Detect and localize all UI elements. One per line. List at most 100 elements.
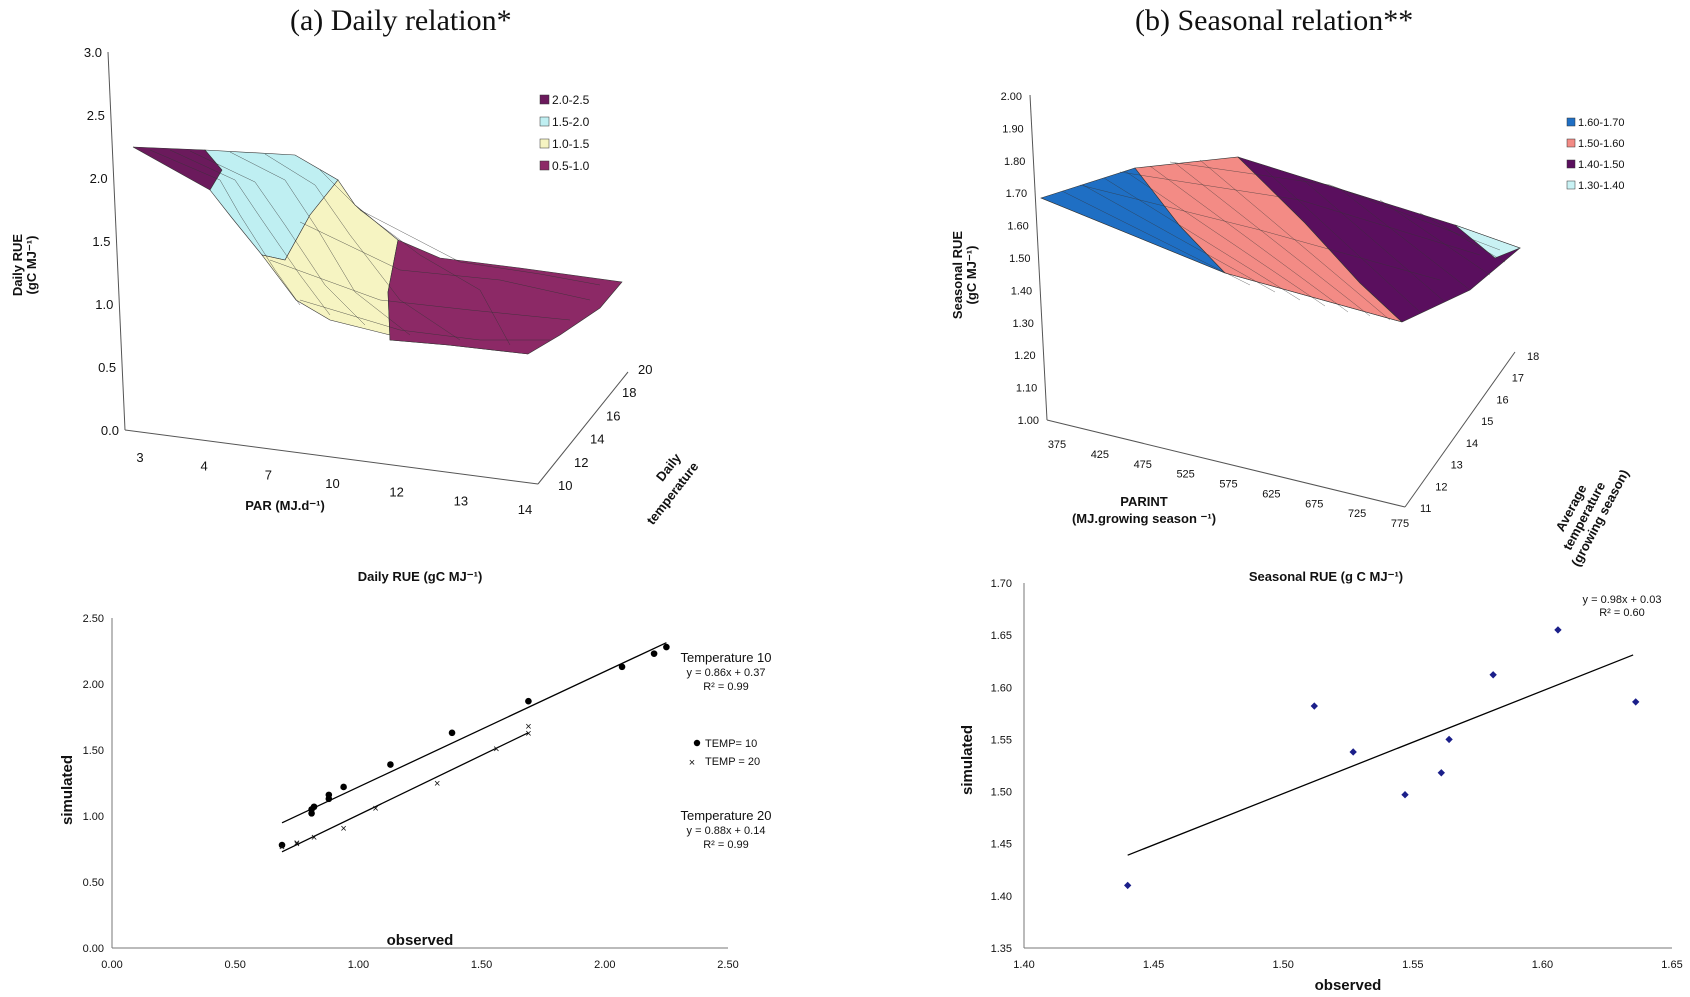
- daily-z-label-unit: (gC MJ⁻¹): [24, 236, 39, 295]
- data-point-temp-10: [387, 761, 394, 768]
- daily-x-tick: 7: [265, 467, 272, 482]
- seasonal-y-tick: 11: [1420, 503, 1431, 515]
- daily-z-tick: 1.0: [95, 297, 113, 312]
- seasonal-mesh: [1040, 159, 1506, 323]
- seasonal-scatter-points: [1124, 626, 1640, 890]
- legend-label-temp-20: TEMP = 20: [705, 756, 760, 768]
- data-point-seasonal: [1554, 626, 1562, 634]
- seasonal-scatter-y-tick: 1.35: [991, 943, 1012, 955]
- seasonal-z-tick: 1.60: [1007, 221, 1028, 233]
- seasonal-surface: [1040, 156, 1521, 323]
- daily-surface-chart: [107, 51, 629, 485]
- data-point-temp-20: ×: [493, 744, 499, 756]
- daily-y-axis: [537, 371, 629, 485]
- data-point-seasonal: [1437, 769, 1445, 777]
- seasonal-scatter-y-label: simulated: [959, 725, 976, 795]
- seasonal-y-tick: 13: [1451, 460, 1463, 472]
- fit-line-temp-20: [281, 732, 529, 853]
- data-point-seasonal: [1124, 881, 1132, 890]
- daily-z-tick: 0.0: [101, 423, 119, 438]
- daily-surface: [132, 146, 623, 355]
- daily-x-tick: 3: [136, 450, 143, 465]
- data-point-temp-20: ×: [311, 832, 317, 844]
- seasonal-scatter-y-tick: 1.70: [991, 578, 1012, 590]
- seasonal-z-tick: 1.90: [1002, 123, 1023, 135]
- seasonal-y-tick: 16: [1496, 394, 1508, 406]
- daily-y-tick: 20: [638, 362, 652, 377]
- data-point-temp-10: [448, 729, 456, 737]
- daily-scatter-x-tick: 2.00: [594, 959, 615, 971]
- annotation-r2-temp-20: R² = 0.99: [703, 839, 749, 851]
- seasonal-y-tick: 18: [1527, 351, 1539, 363]
- daily-scatter-x-tick: 0.00: [101, 959, 122, 971]
- daily-legend-swatch: [539, 116, 550, 127]
- seasonal-scatter-x-tick: 1.55: [1402, 959, 1423, 971]
- data-point-temp-10: [310, 803, 318, 811]
- daily-legend-label: 1.0-1.5: [552, 137, 590, 151]
- daily-x-tick: 12: [389, 485, 403, 500]
- seasonal-z-axis: [1029, 94, 1048, 421]
- panel-a-title: (a) Daily relation*: [290, 4, 512, 37]
- seasonal-z-tick: 1.40: [1011, 285, 1032, 297]
- daily-scatter-y-tick: 2.00: [83, 679, 104, 691]
- seasonal-x-tick: 525: [1176, 469, 1194, 481]
- daily-legend-label: 0.5-1.0: [552, 159, 590, 173]
- daily-x-axis: [124, 429, 539, 485]
- annotation-eq-temp-20: y = 0.88x + 0.14: [687, 825, 766, 837]
- daily-x-tick: 14: [518, 502, 532, 517]
- seasonal-legend-label: 1.60-1.70: [1578, 117, 1624, 129]
- legend-marker-temp-20: ×: [689, 757, 695, 769]
- data-point-temp-20: ×: [294, 839, 300, 851]
- seasonal-scatter-x-tick: 1.60: [1532, 959, 1553, 971]
- daily-z-tick: 1.5: [92, 234, 110, 249]
- data-point-seasonal: [1401, 791, 1409, 799]
- surface-region-0.5-1.0: [387, 239, 623, 355]
- data-point-temp-20: ×: [294, 837, 300, 849]
- seasonal-legend-swatch: [1566, 180, 1576, 190]
- legend-label-temp-10: TEMP= 10: [705, 738, 757, 750]
- seasonal-fit-r2: R² = 0.60: [1599, 607, 1645, 619]
- annotation-r2-temp-10: R² = 0.99: [703, 681, 749, 693]
- data-point-temp-10: [663, 643, 670, 651]
- seasonal-scatter-x-tick: 1.65: [1661, 959, 1682, 971]
- daily-scatter-y-tick: 1.00: [83, 811, 104, 823]
- data-point-temp-20: ×: [434, 778, 440, 790]
- data-point-temp-20: ×: [340, 823, 346, 835]
- data-point-temp-10: [618, 663, 626, 671]
- daily-x-label: PAR (MJ.d⁻¹): [245, 498, 325, 513]
- seasonal-x-tick: 625: [1262, 488, 1280, 500]
- seasonal-scatter-x-label: observed: [1315, 977, 1382, 994]
- seasonal-z-label: Seasonal RUE: [950, 231, 965, 319]
- seasonal-scatter-y-tick: 1.45: [991, 839, 1012, 851]
- daily-x-tick: 13: [454, 493, 468, 508]
- seasonal-fit-equation: y = 0.98x + 0.03: [1583, 594, 1662, 606]
- panel-b-title: (b) Seasonal relation**: [1135, 4, 1414, 37]
- daily-z-tick: 0.5: [98, 360, 116, 375]
- daily-scatter-legend: TEMP= 10 × TEMP = 20: [689, 738, 760, 769]
- seasonal-x-tick: 775: [1391, 518, 1409, 530]
- seasonal-y-tick: 14: [1466, 438, 1478, 450]
- daily-scatter-chart: × ×× ××××××× TEMP= 10 × TEMP = 20 Temperat…: [111, 618, 772, 949]
- daily-scatter-y-tick: 2.50: [83, 613, 104, 625]
- data-point-seasonal: [1310, 702, 1318, 710]
- seasonal-x-tick: 575: [1219, 479, 1237, 491]
- seasonal-x-tick: 475: [1134, 459, 1152, 471]
- data-point-seasonal: [1632, 698, 1640, 706]
- seasonal-x-label-unit: (MJ.growing season ⁻¹): [1072, 511, 1216, 526]
- daily-legend-swatch: [539, 138, 550, 149]
- annotation-eq-temp-10: y = 0.86x + 0.37: [687, 667, 766, 679]
- seasonal-z-tick: 1.30: [1012, 318, 1033, 330]
- seasonal-z-tick: 1.80: [1004, 156, 1025, 168]
- data-point-seasonal: [1489, 671, 1497, 679]
- daily-legend-swatch: [539, 94, 550, 105]
- seasonal-z-tick: 1.50: [1009, 253, 1030, 265]
- surface-mesh: [149, 149, 601, 346]
- seasonal-scatter-x-tick: 1.45: [1143, 959, 1164, 971]
- seasonal-y-tick: 12: [1435, 481, 1447, 493]
- daily-scatter-y-tick: 0.00: [83, 943, 104, 955]
- daily-surface-legend: [539, 94, 550, 171]
- data-point-temp-10: [340, 783, 347, 791]
- seasonal-scatter-x-tick: 1.50: [1272, 959, 1293, 971]
- seasonal-scatter-y-tick: 1.40: [991, 891, 1012, 903]
